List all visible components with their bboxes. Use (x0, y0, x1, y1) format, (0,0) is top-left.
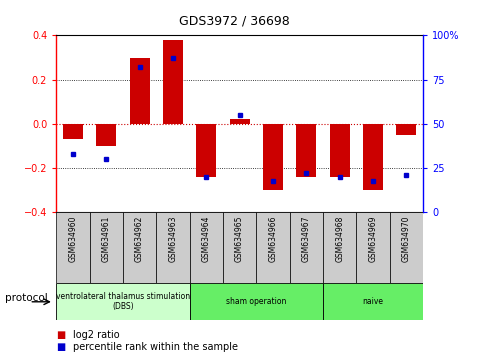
Bar (56, 283, 189, 320)
Text: percentile rank within the sample: percentile rank within the sample (73, 342, 238, 352)
Text: GSM634961: GSM634961 (102, 216, 110, 262)
Text: GSM634964: GSM634964 (202, 216, 210, 262)
Bar (189, 283, 322, 320)
Text: GSM634968: GSM634968 (334, 216, 344, 262)
Bar (263, 124, 283, 190)
Text: GSM634963: GSM634963 (168, 216, 177, 262)
Text: sham operation: sham operation (225, 297, 286, 306)
Bar (289, 212, 322, 283)
Bar (122, 212, 156, 283)
Text: log2 ratio: log2 ratio (73, 330, 120, 339)
Bar (256, 212, 289, 283)
Bar (296, 124, 316, 177)
Text: GSM634966: GSM634966 (268, 216, 277, 262)
Text: ventrolateral thalamus stimulation
(DBS): ventrolateral thalamus stimulation (DBS) (56, 292, 190, 312)
Text: GSM634970: GSM634970 (401, 216, 410, 262)
Bar (329, 124, 349, 177)
Bar (156, 212, 189, 283)
Text: ■: ■ (56, 330, 65, 339)
Bar (356, 212, 389, 283)
Text: ■: ■ (56, 342, 65, 352)
Bar (196, 124, 216, 177)
Text: protocol: protocol (5, 293, 47, 303)
Text: GSM634967: GSM634967 (301, 216, 310, 262)
Text: GSM634960: GSM634960 (68, 216, 77, 262)
Text: GDS3972 / 36698: GDS3972 / 36698 (179, 14, 289, 27)
Bar (395, 124, 415, 135)
Bar (56, 212, 89, 283)
Bar (63, 124, 83, 139)
Bar (223, 212, 256, 283)
Bar (189, 212, 223, 283)
Bar (389, 212, 422, 283)
Bar (163, 40, 183, 124)
Text: naive: naive (362, 297, 383, 306)
Bar (89, 212, 122, 283)
Text: GSM634962: GSM634962 (135, 216, 144, 262)
Bar (322, 212, 356, 283)
Bar (362, 124, 382, 190)
Bar (129, 57, 149, 124)
Bar (96, 124, 116, 146)
Text: GSM634965: GSM634965 (235, 216, 244, 262)
Text: GSM634969: GSM634969 (368, 216, 377, 262)
Bar (322, 283, 422, 320)
Bar (229, 119, 249, 124)
